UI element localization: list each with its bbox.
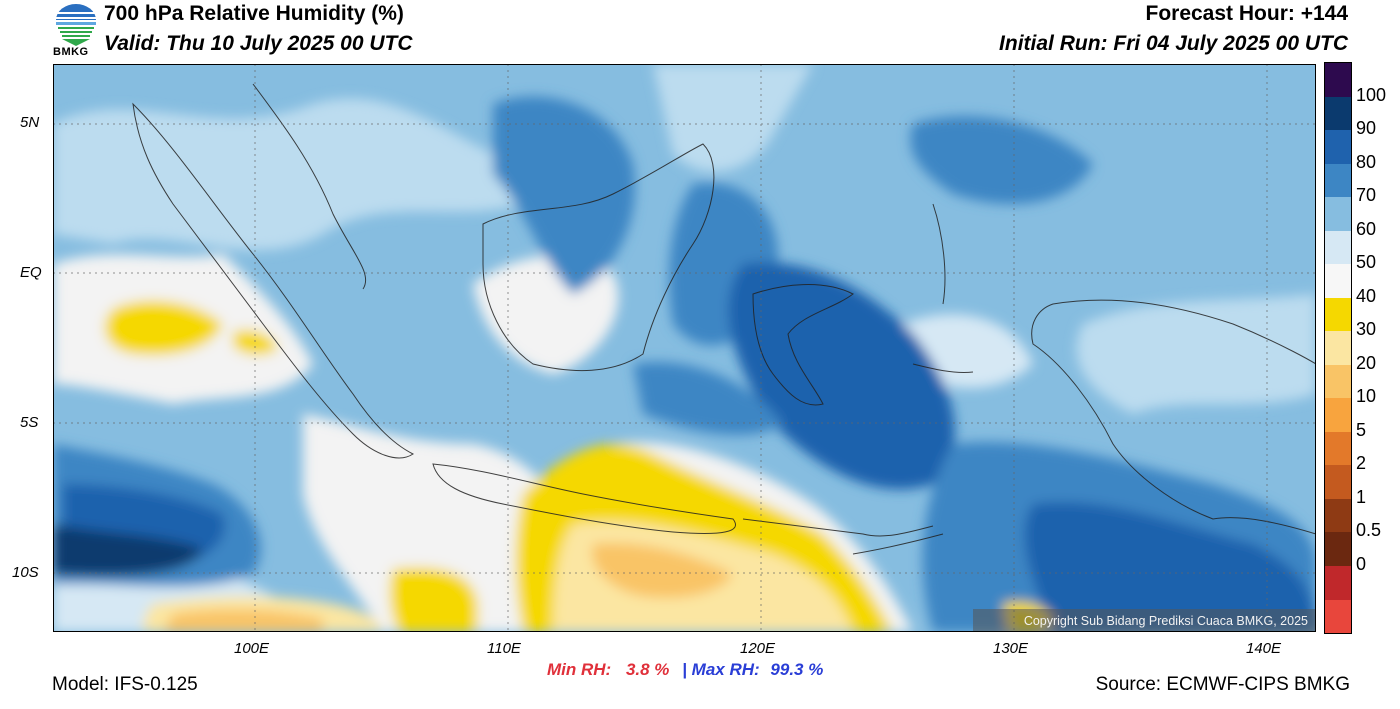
- lat-label-10s: 10S: [12, 564, 39, 581]
- lat-label-eq: EQ: [20, 264, 42, 281]
- lon-label-140e: 140E: [1246, 640, 1282, 657]
- copyright-text: Copyright Sub Bidang Prediksi Cuaca BMKG…: [1024, 614, 1308, 628]
- colorbar-segment: [1325, 398, 1351, 432]
- min-rh-label: Min RH:: [547, 660, 612, 679]
- colorbar-label: 90: [1356, 118, 1377, 139]
- colorbar-label: 30: [1356, 319, 1377, 340]
- valid-time: Valid: Thu 10 July 2025 00 UTC: [104, 32, 413, 55]
- colorbar-segment: [1325, 599, 1351, 634]
- colorbar-label: 50: [1356, 252, 1377, 273]
- source-label: Source: ECMWF-CIPS BMKG: [1095, 674, 1350, 695]
- lat-label-5s: 5S: [20, 414, 39, 431]
- colorbar-label: 2: [1356, 453, 1367, 474]
- max-rh-label: Max RH:: [691, 660, 760, 679]
- colorbar-segment: [1325, 498, 1351, 533]
- colorbar-segment: [1325, 264, 1351, 298]
- colorbar-segment: [1325, 331, 1351, 365]
- colorbar-segment: [1325, 130, 1351, 164]
- colorbar-segment: [1325, 96, 1351, 131]
- lon-label-130e: 130E: [993, 640, 1029, 657]
- min-rh-value: 3.8 %: [625, 660, 670, 679]
- max-rh-value: 99.3 %: [770, 660, 824, 679]
- colorbar-segment: [1325, 465, 1351, 499]
- map-title: 700 hPa Relative Humidity (%): [104, 2, 404, 25]
- colorbar-segment: [1325, 431, 1351, 466]
- rh-stats: Min RH: 3.8 % | Max RH: 99.3 %: [547, 660, 823, 680]
- colorbar-label: 70: [1356, 185, 1377, 206]
- lon-label-110e: 110E: [487, 640, 521, 657]
- colorbar-label: 0: [1356, 553, 1367, 574]
- colorbar-segment: [1325, 565, 1351, 600]
- colorbar-label: 60: [1356, 218, 1377, 239]
- forecast-hour: Forecast Hour: +144: [1145, 2, 1349, 25]
- colorbar-label: 10: [1356, 386, 1377, 407]
- humidity-map: Copyright Sub Bidang Prediksi Cuaca BMKG…: [53, 64, 1316, 632]
- colorbar: [1324, 62, 1352, 634]
- lon-label-120e: 120E: [740, 640, 776, 657]
- colorbar-label: 5: [1356, 419, 1367, 440]
- colorbar-label: 20: [1356, 352, 1377, 373]
- colorbar-segment: [1325, 197, 1351, 231]
- model-label: Model: IFS-0.125: [52, 674, 198, 695]
- bmkg-logo: BMKG: [52, 2, 100, 60]
- colorbar-label: 1: [1356, 486, 1367, 507]
- colorbar-segment: [1325, 63, 1351, 97]
- colorbar-segment: [1325, 163, 1351, 198]
- lat-label-5n: 5N: [20, 114, 40, 131]
- colorbar-label: 80: [1356, 151, 1377, 172]
- colorbar-segment: [1325, 297, 1351, 332]
- stats-separator: |: [682, 660, 687, 679]
- colorbar-segment: [1325, 230, 1351, 265]
- colorbar-label: 100: [1356, 84, 1387, 105]
- colorbar-label: 0.5: [1356, 520, 1382, 541]
- lon-label-100e: 100E: [234, 640, 270, 657]
- initial-run: Initial Run: Fri 04 July 2025 00 UTC: [999, 32, 1348, 55]
- logo-text: BMKG: [53, 46, 89, 58]
- bmkg-logo-icon: [56, 4, 96, 46]
- colorbar-segment: [1325, 364, 1351, 399]
- colorbar-label: 40: [1356, 285, 1377, 306]
- colorbar-segment: [1325, 532, 1351, 566]
